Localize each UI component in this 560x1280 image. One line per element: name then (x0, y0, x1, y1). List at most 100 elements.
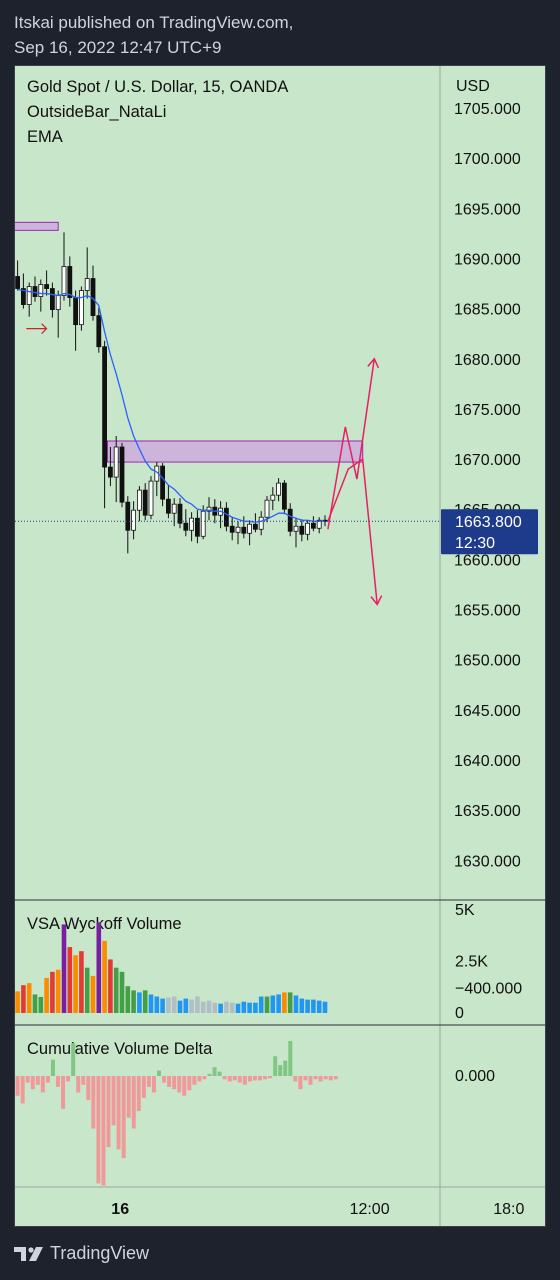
last-price-badge (441, 509, 538, 555)
candle-body (50, 288, 55, 311)
indicator-legend-outsidebar: OutsideBar_NataLi (27, 103, 167, 121)
delta-bar (273, 1056, 278, 1076)
delta-bar (56, 1076, 60, 1087)
volume-bar (282, 992, 287, 1013)
volume-bar (142, 990, 148, 1013)
delta-bar (237, 1076, 242, 1083)
volume-bar (195, 996, 200, 1013)
price-tick-label: 1675.000 (454, 402, 521, 419)
candle-body (189, 517, 195, 531)
volume-bar (67, 947, 73, 1013)
candle-body (125, 501, 131, 531)
candle-body (247, 523, 253, 534)
volume-bar (113, 967, 119, 1013)
volume-bar (253, 1002, 258, 1013)
candle-body (21, 288, 26, 305)
candle-body (67, 266, 73, 298)
delta-bar (106, 1076, 111, 1148)
volume-bar (55, 969, 61, 1013)
tradingview-brand-name: TradingView (50, 1243, 150, 1263)
delta-bar (207, 1073, 212, 1076)
delta-bar (258, 1076, 262, 1081)
volume-bar (44, 977, 49, 1013)
volume-bar (229, 1002, 235, 1013)
delta-bar (252, 1076, 257, 1081)
price-tick-label: 1700.000 (454, 151, 521, 168)
candle-body (32, 286, 38, 297)
volume-bar (235, 1003, 241, 1013)
delta-bar (157, 1070, 161, 1076)
volume-bar (299, 998, 305, 1013)
volume-bar (50, 971, 55, 1013)
volume-bar (276, 994, 281, 1013)
projection-path-up-head (367, 357, 380, 369)
volume-tick-label: 5K (455, 902, 475, 919)
volume-bar (224, 1001, 229, 1013)
delta-bar (288, 1040, 293, 1076)
volume-bar (73, 955, 78, 1013)
volume-bar (287, 992, 293, 1013)
candle-body (206, 506, 212, 512)
volume-bar (183, 998, 189, 1013)
candle-body (96, 315, 102, 348)
candle-body (177, 503, 183, 524)
delta-tick-label: −400.000 (455, 980, 522, 997)
publish-date: Sep 16, 2022 12:47 UTC+9 (14, 38, 222, 57)
candle-body (119, 446, 125, 503)
candle-body (241, 526, 247, 534)
delta-bar (328, 1076, 333, 1081)
delta-bar (212, 1067, 217, 1076)
delta-bar (25, 1076, 30, 1083)
candle-body (194, 517, 200, 537)
delta-bar (111, 1076, 116, 1126)
candle-body (102, 346, 107, 468)
delta-bar (116, 1076, 121, 1150)
volume-bar (96, 922, 102, 1013)
delta-bar (20, 1076, 25, 1104)
candle-body (15, 276, 21, 289)
delta-bar (293, 1076, 298, 1082)
chart-canvas[interactable]: USD 1705.000 1700.000 1695.000 1690.000 1685.… (15, 66, 546, 1227)
price-tick-label: 1680.000 (454, 352, 521, 369)
candle-body (108, 466, 113, 478)
candle-body (137, 489, 142, 511)
candle-body (55, 295, 61, 311)
delta-bar (40, 1076, 45, 1093)
price-tick-label: 1685.000 (454, 302, 521, 319)
candle-body (84, 278, 90, 291)
delta-bar (278, 1065, 283, 1076)
candle-body (293, 525, 299, 532)
delta-bar (242, 1076, 247, 1085)
volume-bar (171, 996, 177, 1013)
volume-bar (293, 995, 299, 1013)
volume-bar (247, 1002, 252, 1013)
volume-bar (61, 924, 67, 1013)
volume-bar (131, 990, 136, 1013)
delta-pane-title: Cumulative Volume Delta (27, 1040, 213, 1058)
volume-pane-title: VSA Wyckoff Volume (27, 915, 182, 933)
delta-bar (308, 1076, 313, 1085)
volume-bar (79, 951, 84, 1013)
chart-panel[interactable]: USD 1705.000 1700.000 1695.000 1690.000 1685.… (14, 65, 546, 1227)
delta-bar (30, 1076, 35, 1090)
volume-bar (32, 994, 38, 1013)
volume-bar (38, 996, 44, 1013)
delta-bar (283, 1060, 288, 1076)
delta-bar (192, 1076, 197, 1085)
candle-body (287, 508, 293, 532)
volume-bar (311, 999, 316, 1013)
candle-body (258, 516, 264, 530)
projection-path-up (327, 358, 376, 530)
volume-bar (160, 998, 165, 1013)
volume-bar (166, 997, 171, 1013)
tradingview-brand[interactable]: TradingView (14, 1243, 149, 1264)
delta-bar (136, 1076, 141, 1112)
delta-bar (126, 1076, 131, 1118)
last-price-label: 1663.800 (455, 514, 522, 531)
candle-body (38, 284, 44, 297)
volume-bar (102, 940, 107, 1013)
candle-body (165, 498, 171, 514)
delta-bar (162, 1076, 167, 1083)
volume-bar (137, 992, 142, 1013)
delta-bar (15, 1076, 20, 1096)
